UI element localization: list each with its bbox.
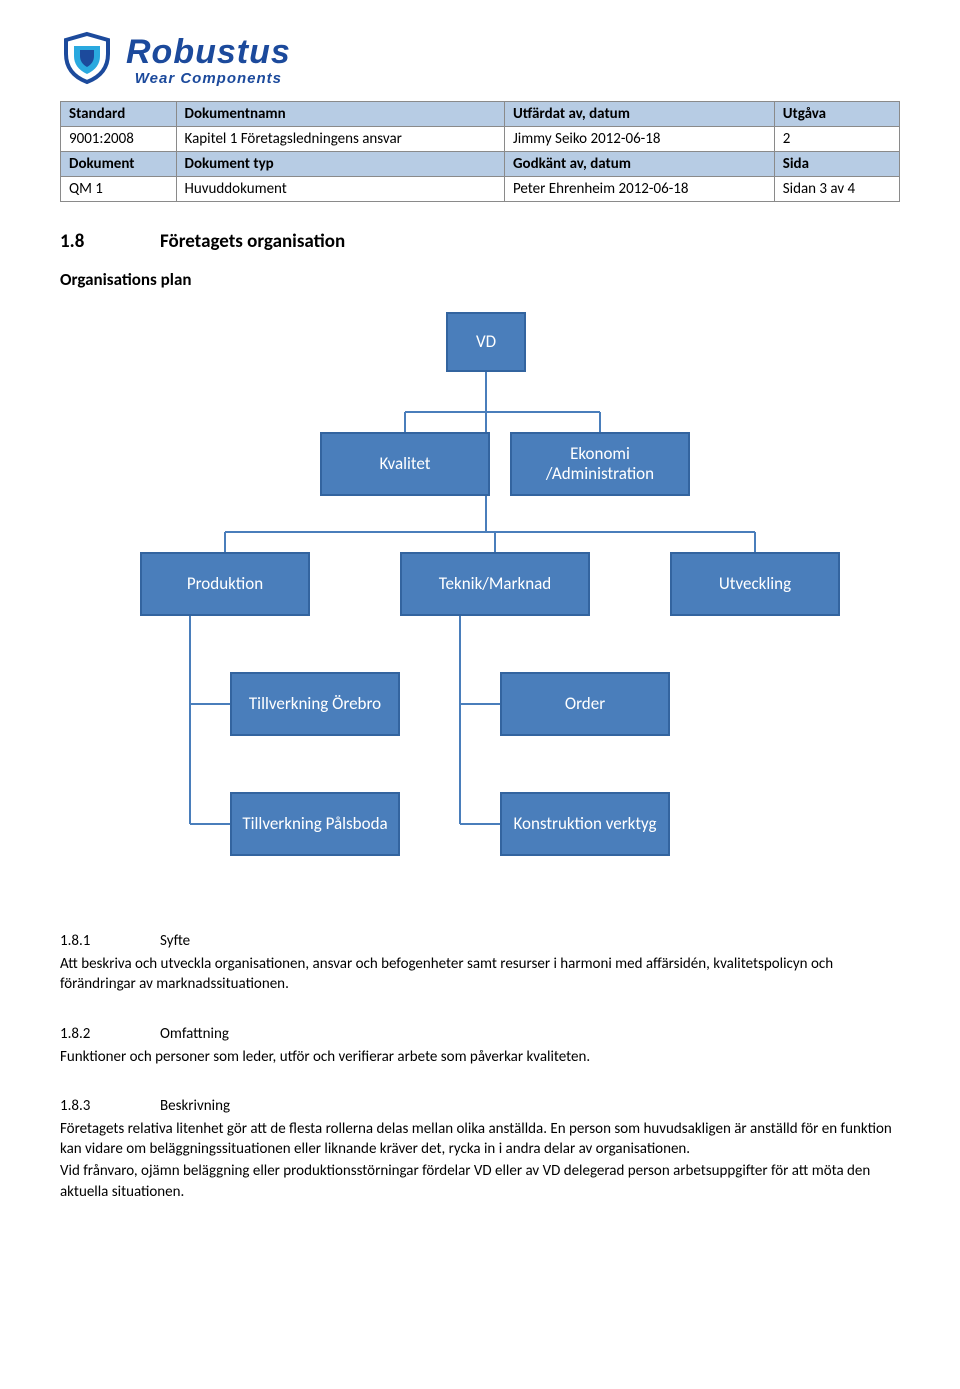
org-chart: VD Kvalitet Ekonomi /Administration Prod… xyxy=(100,312,860,902)
hdr-standard: Standard xyxy=(61,102,177,127)
hdr-godkant: Godkänt av, datum xyxy=(504,152,774,177)
val-dokumenttyp: Huvuddokument xyxy=(176,177,504,202)
logo-main-text: Robustus xyxy=(126,35,291,69)
val-dokumentnamn: Kapitel 1 Företagsledningens ansvar xyxy=(176,127,504,152)
val-utfardat: Jimmy Seiko 2012-06-18 xyxy=(504,127,774,152)
section-subheading: Organisations plan xyxy=(60,269,900,290)
sec-182-text: Funktioner och personer som leder, utför… xyxy=(60,1047,900,1067)
node-orebro: Tillverkning Örebro xyxy=(230,672,400,736)
hdr-dokument: Dokument xyxy=(61,152,177,177)
hdr-sida: Sida xyxy=(774,152,899,177)
node-teknik: Teknik/Marknad xyxy=(400,552,590,616)
node-produktion: Produktion xyxy=(140,552,310,616)
node-utveckling: Utveckling xyxy=(670,552,840,616)
section-title: Företagets organisation xyxy=(160,230,345,253)
sec-183-p2: Vid frånvaro, ojämn beläggning eller pro… xyxy=(60,1161,900,1202)
sec-182-title: Omfattning xyxy=(160,1025,229,1043)
node-order: Order xyxy=(500,672,670,736)
node-vd: VD xyxy=(446,312,526,372)
shield-icon xyxy=(60,30,114,91)
sec-181-title: Syfte xyxy=(160,932,190,950)
logo: Robustus Wear Components xyxy=(60,30,900,91)
node-kvalitet: Kvalitet xyxy=(320,432,490,496)
node-konstruktion: Konstruktion verktyg xyxy=(500,792,670,856)
val-utgava: 2 xyxy=(774,127,899,152)
hdr-utgava: Utgåva xyxy=(774,102,899,127)
val-sida: Sidan 3 av 4 xyxy=(774,177,899,202)
val-dokument: QM 1 xyxy=(61,177,177,202)
sec-181-text: Att beskriva och utveckla organisationen… xyxy=(60,954,900,995)
hdr-utfardat: Utfärdat av, datum xyxy=(504,102,774,127)
val-standard: 9001:2008 xyxy=(61,127,177,152)
hdr-dokumentnamn: Dokumentnamn xyxy=(176,102,504,127)
section-number: 1.8 xyxy=(60,230,130,253)
hdr-dokumenttyp: Dokument typ xyxy=(176,152,504,177)
sec-183-title: Beskrivning xyxy=(160,1097,230,1115)
node-ekonomi: Ekonomi /Administration xyxy=(510,432,690,496)
logo-sub-text: Wear Components xyxy=(126,71,291,86)
sec-183-num: 1.8.3 xyxy=(60,1097,130,1115)
sec-183-p1: Företagets relativa litenhet gör att de … xyxy=(60,1119,900,1160)
sec-181-num: 1.8.1 xyxy=(60,932,130,950)
sec-182-num: 1.8.2 xyxy=(60,1025,130,1043)
document-header-table: Standard Dokumentnamn Utfärdat av, datum… xyxy=(60,101,900,202)
node-palsboda: Tillverkning Pålsboda xyxy=(230,792,400,856)
val-godkant: Peter Ehrenheim 2012-06-18 xyxy=(504,177,774,202)
